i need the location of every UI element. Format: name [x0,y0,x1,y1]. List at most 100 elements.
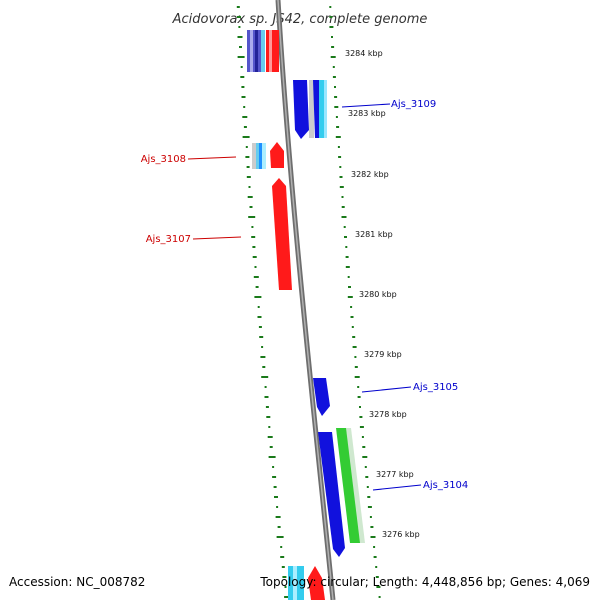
gc-dot [264,386,267,388]
gc-dot [245,156,250,158]
gc-dot [373,556,377,558]
gc-dot [281,566,285,568]
gc-dot [237,56,245,58]
gc-dot [268,426,271,428]
gc-dot [352,346,357,348]
gc-dot [265,406,269,408]
gc-dot [369,516,372,518]
gc-dot [248,216,256,218]
gc-dot [262,366,266,368]
tick-label: 3281 kbp [355,230,393,239]
svg-text:Ajs_3105: Ajs_3105 [413,382,458,393]
gc-dot [367,506,372,508]
gc-dot [329,26,334,28]
svg-text:Ajs_3107: Ajs_3107 [146,234,191,245]
gc-dot [376,586,381,588]
gc-dot [361,436,364,438]
gc-dot [335,116,338,118]
gc-dot [243,126,247,128]
gc-dot [352,336,356,338]
gc-dot [240,76,245,78]
gene-label-ajs-3104[interactable]: Ajs_3104 [372,480,468,491]
tick-labels: 3284 kbp 3283 kbp 3282 kbp 3281 kbp 3280… [345,49,420,539]
gc-dot [335,136,341,138]
gc-dot [334,96,338,98]
gc-dot [246,166,250,168]
gc-dot [366,486,369,488]
gc-dot [269,446,273,448]
gene-label-ajs-3108[interactable]: Ajs_3108 [141,154,237,165]
gc-dot [280,556,285,558]
tick-label: 3277 kbp [376,470,414,479]
gene-label-ajs-3109[interactable]: Ajs_3109 [341,99,436,110]
gc-dot [330,56,336,58]
gc-dot [252,246,256,248]
gc-dot [351,326,354,328]
svg-text:Ajs_3108: Ajs_3108 [141,154,186,165]
gc-dot [365,476,369,478]
gc-dot [334,86,336,88]
gc-dot [350,306,353,308]
gene-label-ajs-3105[interactable]: Ajs_3105 [361,382,458,393]
gc-dot [359,426,364,428]
gc-dot [241,96,246,98]
gc-dot [257,316,262,318]
gc-dot [336,126,340,128]
tick-label: 3278 kbp [369,410,407,419]
gc-dot [242,116,248,118]
gc-dot [267,436,273,438]
gc-dot [249,206,253,208]
gc-dot [245,146,248,148]
gc-dot [334,106,339,108]
bottom-gene-cluster [288,566,325,600]
gc-dot [345,266,350,268]
gc-dot [247,196,253,198]
gc-dot [251,226,254,228]
accession-text: Accession: NC_008782 [9,575,145,589]
gc-dot [254,266,257,268]
gc-dot [341,206,345,208]
gc-dot [277,526,281,528]
gc-dot [375,576,379,578]
tick-label: 3276 kbp [382,530,420,539]
gc-dot [259,336,264,338]
gc-dot [375,566,378,568]
gc-dot [359,406,361,408]
gc-dot [240,66,243,68]
gc-dot [338,156,342,158]
gene-ajs-3105 [313,378,330,416]
top-gene-cluster [247,30,279,72]
gc-dot [275,516,281,518]
gc-dot [238,26,241,28]
gc-dot [354,356,357,358]
gc-dot [332,66,335,68]
gc-dot [354,376,360,378]
gc-dot [242,136,250,138]
gc-dot [345,246,348,248]
gc-dot [350,316,354,318]
gc-dot [254,296,262,298]
gc-dot [373,546,376,548]
gene-label-ajs-3107[interactable]: Ajs_3107 [146,234,242,245]
gc-dot [239,46,242,48]
svg-text:Ajs_3104: Ajs_3104 [423,480,468,491]
gc-dot [243,106,246,108]
gene-cluster-ajs-3108 [252,142,284,169]
gc-dot [341,216,347,218]
tick-label: 3279 kbp [364,350,402,359]
gc-dot [348,286,351,288]
gc-dot [370,526,374,528]
gc-dot [264,396,269,398]
gc-dot [258,326,262,328]
gc-dot [378,596,381,598]
gc-dot [332,76,336,78]
gc-dot [276,506,279,508]
gc-dot [257,306,260,308]
gc-dot [261,376,269,378]
gc-dot [268,456,276,458]
gc-dot [357,396,361,398]
gc-dot [341,196,344,198]
gene-cluster-ajs-3104 [318,428,365,557]
tick-label: 3282 kbp [351,170,389,179]
svg-text:Ajs_3109: Ajs_3109 [391,99,436,110]
